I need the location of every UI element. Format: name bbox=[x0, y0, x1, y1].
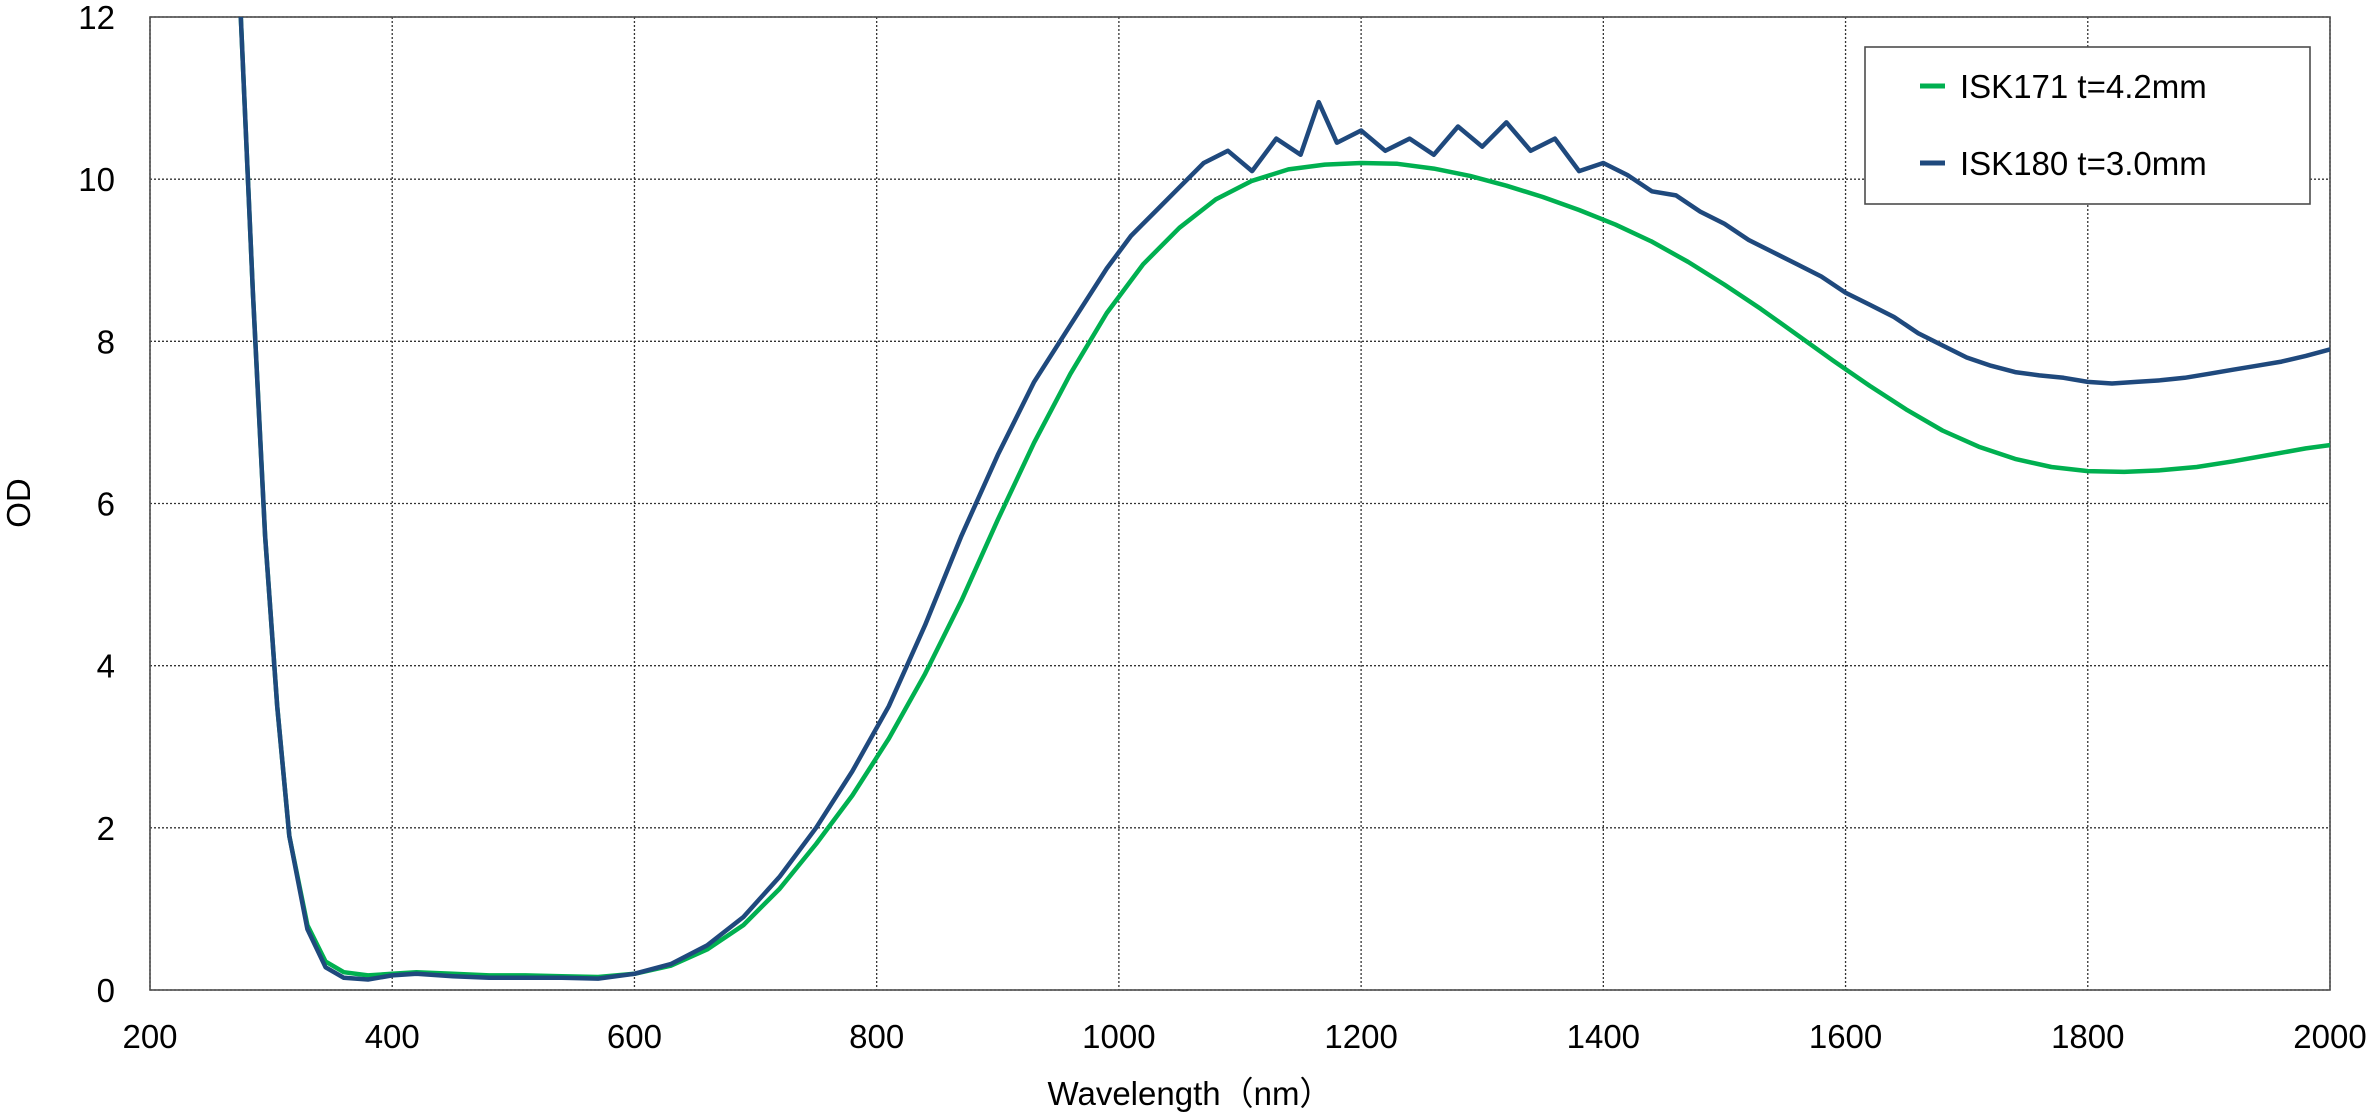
y-tick-labels: 0 2 4 6 8 10 12 bbox=[78, 0, 115, 1009]
x-tick-label: 1000 bbox=[1082, 1018, 1155, 1055]
y-tick-label: 4 bbox=[97, 648, 115, 685]
x-tick-label: 1200 bbox=[1324, 1018, 1397, 1055]
legend: ISK171 t=4.2mm ISK180 t=3.0mm bbox=[1864, 46, 2311, 205]
legend-label: ISK180 t=3.0mm bbox=[1960, 145, 2207, 182]
y-tick-label: 10 bbox=[78, 161, 115, 198]
y-tick-label: 12 bbox=[78, 0, 115, 36]
x-tick-labels: 200 400 600 800 1000 1200 1400 1600 1800 2000 bbox=[122, 1018, 2366, 1055]
series-line-2 bbox=[238, 17, 2330, 982]
x-tick-label: 1800 bbox=[2051, 1018, 2124, 1055]
legend-box bbox=[1864, 46, 2311, 205]
legend-label: ISK171 t=4.2mm bbox=[1960, 68, 2207, 105]
x-tick-label: 1600 bbox=[1809, 1018, 1882, 1055]
x-tick-label: 200 bbox=[122, 1018, 177, 1055]
x-tick-label: 1400 bbox=[1567, 1018, 1640, 1055]
y-tick-label: 2 bbox=[97, 810, 115, 847]
y-tick-label: 6 bbox=[97, 486, 115, 523]
x-tick-label: 2000 bbox=[2293, 1018, 2366, 1055]
series-layer bbox=[238, 17, 2330, 982]
plot-frame bbox=[149, 16, 2331, 991]
y-tick-label: 8 bbox=[97, 323, 115, 360]
x-tick-label: 400 bbox=[365, 1018, 420, 1055]
y-axis-title: OD bbox=[0, 478, 37, 528]
x-tick-label: 600 bbox=[607, 1018, 662, 1055]
x-axis-title: Wavelength（nm） bbox=[1048, 1075, 1333, 1112]
y-tick-label: 0 bbox=[97, 972, 115, 1009]
x-tick-label: 800 bbox=[849, 1018, 904, 1055]
